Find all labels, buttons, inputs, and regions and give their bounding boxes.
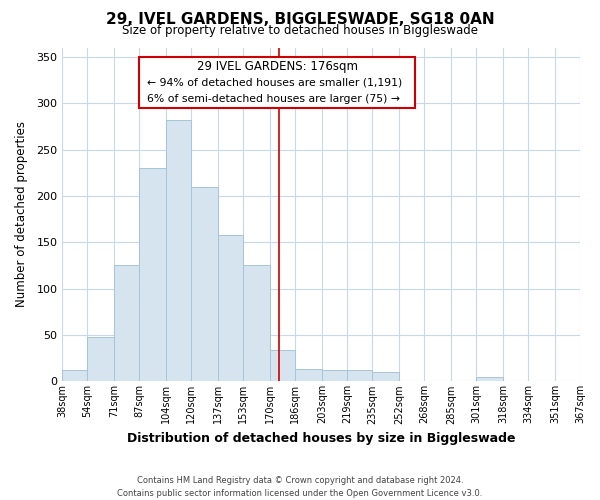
X-axis label: Distribution of detached houses by size in Biggleswade: Distribution of detached houses by size … — [127, 432, 515, 445]
Bar — [372, 372, 399, 382]
Text: Contains HM Land Registry data © Crown copyright and database right 2024.
Contai: Contains HM Land Registry data © Crown c… — [118, 476, 482, 498]
Bar — [114, 264, 139, 382]
Bar — [476, 377, 503, 382]
Bar — [322, 370, 347, 382]
Bar — [139, 168, 166, 382]
Bar — [270, 350, 295, 382]
Bar — [62, 370, 88, 382]
Bar — [166, 120, 191, 382]
Text: ← 94% of detached houses are smaller (1,191): ← 94% of detached houses are smaller (1,… — [147, 78, 403, 88]
Text: 29 IVEL GARDENS: 176sqm: 29 IVEL GARDENS: 176sqm — [197, 60, 358, 74]
Bar — [191, 186, 218, 382]
Bar — [88, 337, 114, 382]
Y-axis label: Number of detached properties: Number of detached properties — [15, 122, 28, 308]
Bar — [139, 57, 415, 108]
Bar — [243, 264, 270, 382]
Bar — [218, 235, 243, 382]
Text: 6% of semi-detached houses are larger (75) →: 6% of semi-detached houses are larger (7… — [147, 94, 400, 104]
Text: 29, IVEL GARDENS, BIGGLESWADE, SG18 0AN: 29, IVEL GARDENS, BIGGLESWADE, SG18 0AN — [106, 12, 494, 28]
Text: Size of property relative to detached houses in Biggleswade: Size of property relative to detached ho… — [122, 24, 478, 37]
Bar — [347, 370, 372, 382]
Bar — [295, 370, 322, 382]
